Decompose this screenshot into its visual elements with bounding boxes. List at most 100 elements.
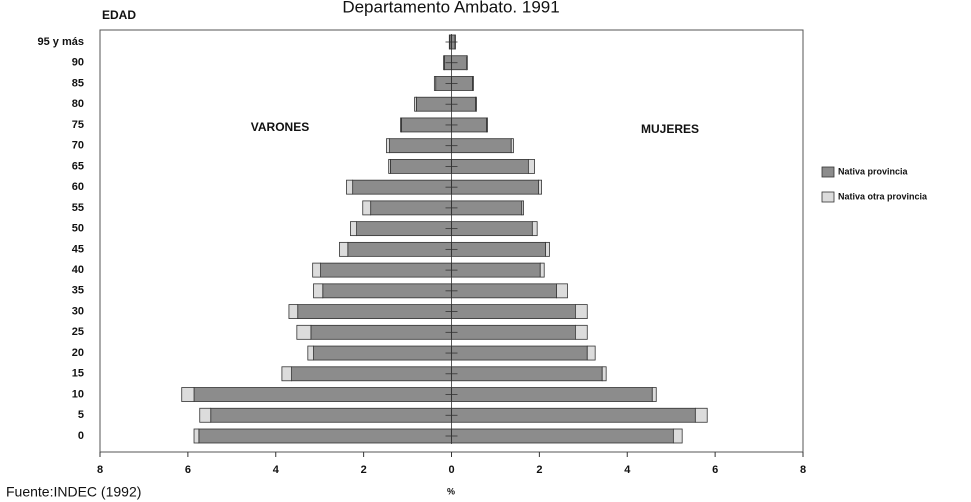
bar: [322, 283, 452, 299]
chart-title: Departamento Ambato. 1991: [342, 0, 559, 16]
bar: [451, 283, 557, 299]
legend-swatch: [821, 191, 835, 203]
bar: [312, 262, 321, 278]
legend-label: Nativa otra provincia: [838, 191, 928, 201]
y-tick-label: 80: [72, 98, 84, 110]
x-tick-label: 8: [800, 464, 806, 476]
bar: [601, 366, 607, 382]
bar: [346, 179, 354, 195]
y-tick-label: 30: [72, 305, 84, 317]
left-label: VARONES: [251, 120, 309, 134]
bar: [451, 179, 539, 195]
y-tick-label: 55: [72, 202, 84, 214]
x-tick-label: 0: [448, 464, 454, 476]
x-tick-label: 6: [712, 464, 718, 476]
bar: [296, 324, 312, 340]
bar: [443, 55, 445, 71]
bar: [556, 283, 568, 299]
bar: [510, 138, 514, 154]
source: Fuente:INDEC (1992): [6, 484, 141, 500]
bar: [313, 283, 324, 299]
bar: [370, 200, 452, 216]
right-label: MUJERES: [641, 122, 699, 136]
y-tick-label: 40: [72, 264, 84, 276]
bar: [472, 76, 474, 91]
bar: [193, 387, 452, 402]
y-tick-label: 60: [72, 181, 84, 193]
y-tick-label: 70: [72, 140, 84, 152]
bar: [386, 138, 390, 154]
x-tick-label: 2: [536, 464, 542, 476]
y-tick-label: 25: [72, 326, 84, 338]
bar: [651, 387, 657, 402]
bar: [451, 159, 529, 174]
bar: [389, 138, 452, 154]
y-tick-label: 95 y más: [38, 36, 84, 48]
bar: [451, 428, 674, 444]
bar: [527, 159, 535, 174]
bar: [545, 241, 550, 257]
bar: [352, 179, 452, 195]
y-tick-label: 45: [72, 243, 84, 255]
bar: [339, 241, 349, 257]
y-tick-label: 90: [72, 57, 84, 69]
bar: [451, 387, 653, 402]
y-tick-label: 15: [72, 368, 84, 380]
bar: [475, 96, 477, 112]
bar: [539, 262, 545, 278]
bar: [531, 221, 538, 237]
x-tick-label: 4: [624, 464, 631, 476]
bar: [181, 387, 195, 402]
bar: [575, 304, 588, 319]
bar: [281, 366, 292, 382]
bar: [672, 428, 683, 444]
y-tick-label: 0: [78, 430, 84, 442]
bar: [433, 76, 437, 91]
bar: [451, 200, 523, 216]
bar: [575, 324, 588, 340]
bar: [198, 428, 452, 444]
bar: [313, 345, 452, 361]
x-axis-label: %: [447, 486, 455, 496]
bar: [297, 304, 452, 319]
bar: [210, 407, 452, 423]
bar: [486, 117, 488, 133]
bar: [586, 345, 596, 361]
legend-swatch: [821, 166, 835, 178]
bar: [347, 241, 452, 257]
bar: [362, 200, 372, 216]
bar: [451, 262, 541, 278]
bar: [521, 200, 524, 216]
bar: [451, 138, 512, 154]
bar: [356, 221, 452, 237]
bar: [350, 221, 357, 237]
bar: [451, 304, 576, 319]
bar: [414, 96, 417, 112]
bar: [320, 262, 452, 278]
bar: [451, 366, 603, 382]
y-tick-label: 75: [72, 119, 84, 131]
y-tick-label: 10: [72, 388, 84, 400]
x-tick-label: 2: [361, 464, 367, 476]
legend-label: Nativa provincia: [838, 166, 909, 176]
y-axis-label: EDAD: [102, 8, 136, 22]
y-tick-label: 5: [78, 409, 84, 421]
bar: [310, 324, 452, 340]
bar: [451, 221, 533, 237]
bar: [390, 159, 452, 174]
bar: [451, 241, 546, 257]
y-tick-label: 35: [72, 285, 84, 297]
bar: [307, 345, 314, 361]
bar: [400, 117, 402, 133]
x-tick-label: 8: [97, 464, 103, 476]
x-tick-label: 4: [273, 464, 280, 476]
y-tick-label: 85: [72, 77, 84, 89]
bar: [694, 407, 708, 423]
bar: [451, 324, 576, 340]
bar: [401, 117, 452, 133]
bar: [291, 366, 452, 382]
bar: [199, 407, 212, 423]
bar: [193, 428, 200, 444]
y-tick-label: 50: [72, 223, 84, 235]
